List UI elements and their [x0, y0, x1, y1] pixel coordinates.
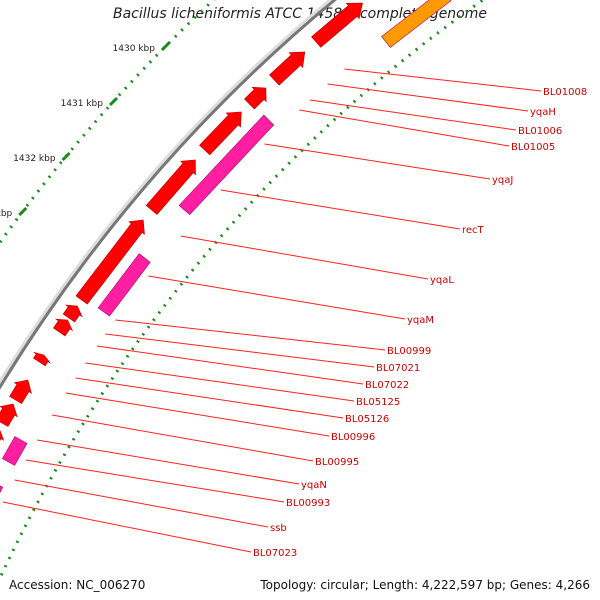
gene-forward-arrow[interactable]: [244, 86, 267, 110]
backbone-line: [0, 0, 338, 391]
gene-label[interactable]: BL07023: [253, 548, 297, 559]
label-leader-line: [309, 99, 517, 131]
label-leader-line: [37, 439, 300, 485]
label-leader-line: [75, 377, 344, 419]
gene-label[interactable]: recT: [462, 225, 485, 236]
label-leader-line: [327, 83, 529, 112]
map-title: Bacillus licheniformis ATCC 14580, compl…: [113, 6, 487, 22]
ruler-major-tick: [18, 206, 28, 217]
gene-highlight[interactable]: [1, 436, 28, 466]
gene-label[interactable]: BL07022: [365, 380, 409, 391]
label-leader-line: [96, 345, 364, 385]
gene-layer: [0, 0, 452, 504]
gene-forward-arrow[interactable]: [199, 111, 242, 156]
ruler-tick-label: 1433 kbp: [0, 209, 13, 219]
label-leader-line: [105, 333, 375, 368]
gene-forward-arrow[interactable]: [62, 304, 83, 323]
gene-label[interactable]: BL00995: [315, 457, 359, 468]
gene-label[interactable]: BL05125: [356, 397, 400, 408]
gene-highlight[interactable]: [178, 114, 275, 215]
ruler-major-tick: [61, 151, 71, 162]
backbone-layer: [0, 0, 338, 391]
label-leader-line: [85, 362, 355, 402]
label-leader-line: [115, 319, 386, 351]
label-leader-line: [180, 235, 429, 280]
gene-label[interactable]: BL01006: [518, 126, 562, 137]
gene-forward-arrow[interactable]: [269, 51, 306, 86]
label-leader-line: [2, 501, 252, 553]
gene-label[interactable]: BL00999: [387, 346, 431, 357]
gene-label[interactable]: BL00993: [286, 498, 330, 509]
gene-forward-arrow[interactable]: [0, 403, 18, 427]
gene-orange[interactable]: [381, 0, 452, 48]
label-leader-line: [264, 143, 491, 180]
label-leader-line: [148, 275, 406, 320]
gene-highlight[interactable]: [0, 481, 4, 504]
ruler-major-tick: [108, 96, 119, 107]
gene-forward-arrow[interactable]: [311, 2, 363, 48]
label-leader-line: [220, 189, 461, 230]
label-leader-line: [52, 414, 314, 462]
label-layer: BL01008 yqaH BL01006 BL01005 yqaJ recT yqaL yqa…: [2, 68, 587, 559]
gene-forward-arrow[interactable]: [53, 318, 74, 337]
ruler-major-tick: [160, 41, 170, 52]
gene-label[interactable]: yqaH: [530, 107, 556, 118]
label-leader-line: [14, 479, 269, 528]
gene-forward-arrow[interactable]: [145, 159, 196, 215]
label-leader-line: [344, 68, 542, 92]
accession-text: Accession: NC_006270: [9, 578, 146, 592]
gene-forward-arrow[interactable]: [9, 379, 32, 405]
ruler-tick-label: 1430 kbp: [113, 44, 156, 54]
gene-forward-arrow[interactable]: [75, 219, 145, 305]
label-leader-line: [299, 109, 510, 147]
gene-label[interactable]: ssb: [270, 523, 287, 534]
gene-label[interactable]: BL00996: [331, 432, 375, 443]
topology-summary: Topology: circular; Length: 4,222,597 bp…: [260, 578, 590, 592]
ruler-tick-label: 1431 kbp: [61, 99, 104, 109]
gene-label[interactable]: BL01005: [511, 142, 555, 153]
gene-forward-arrow[interactable]: [33, 352, 51, 367]
gene-label[interactable]: BL05126: [345, 414, 389, 425]
gene-highlight[interactable]: [97, 253, 151, 317]
gene-label[interactable]: yqaN: [301, 480, 327, 491]
label-leader-line: [65, 392, 330, 437]
gene-label[interactable]: yqaM: [407, 315, 434, 326]
gene-forward-arrow[interactable]: [0, 428, 5, 449]
gene-label[interactable]: yqaJ: [492, 175, 513, 186]
gene-label[interactable]: yqaL: [430, 275, 454, 286]
backbone-shadow: [0, 0, 333, 385]
gene-label[interactable]: BL01008: [543, 87, 587, 98]
gene-label[interactable]: BL07021: [376, 363, 420, 374]
label-leader-line: [25, 459, 285, 503]
ruler-tick-label: 1432 kbp: [13, 154, 56, 164]
